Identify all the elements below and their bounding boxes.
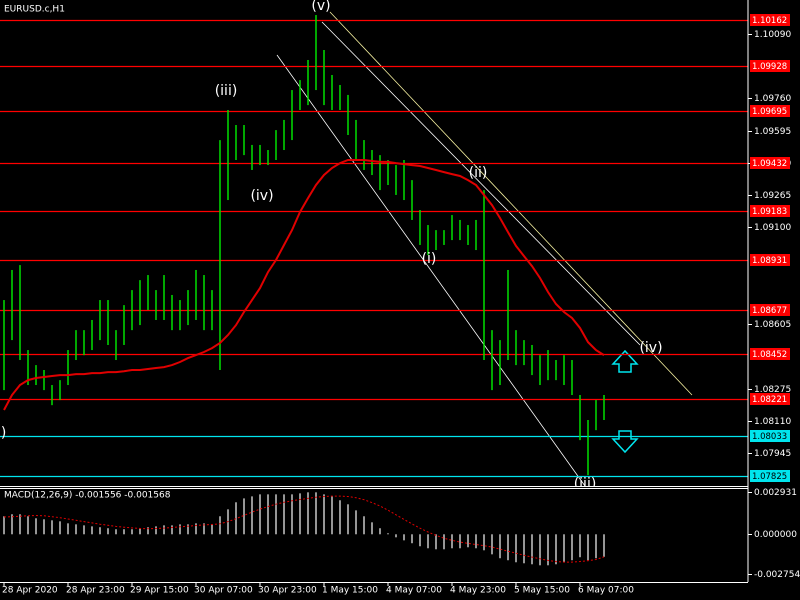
level-label: 1.09432 — [752, 159, 787, 169]
level-label-box — [750, 430, 790, 442]
level-label-box — [750, 470, 790, 482]
x-tick-label: 28 Apr 23:00 — [66, 586, 125, 596]
y-tick-label: 1.08605 — [754, 320, 791, 330]
level-label-box — [750, 157, 790, 169]
wave-label: (i) — [422, 251, 437, 267]
level-label-box — [750, 14, 790, 26]
wave-label: (iv) — [639, 340, 662, 356]
y-tick-label: -0.002754 — [754, 570, 800, 580]
wave-label: (ii) — [469, 165, 488, 181]
x-tick-label: 6 May 07:00 — [578, 586, 634, 596]
x-tick-label: 28 Apr 2020 — [2, 586, 58, 596]
wave-label: (v) — [311, 0, 330, 14]
x-tick-label: 4 May 07:00 — [386, 586, 442, 596]
level-label: 1.09183 — [752, 207, 787, 217]
down-arrow — [611, 430, 639, 454]
level-label: 1.08221 — [752, 395, 787, 405]
y-tick-label: 1.10090 — [754, 30, 791, 40]
chart-title: EURUSD.c,H1 — [4, 5, 65, 15]
y-tick-label: 1.09100 — [754, 223, 791, 233]
x-tick-label: 30 Apr 07:00 — [194, 586, 253, 596]
x-tick-label: 5 May 15:00 — [514, 586, 570, 596]
price-panel — [0, 11, 748, 486]
trend-line — [276, 54, 586, 486]
wave-label: (iii) — [574, 476, 597, 492]
x-tick-label: 29 Apr 15:00 — [130, 586, 189, 596]
y-tick-label: 1.08275 — [754, 385, 791, 395]
y-tick-label: 1.09265 — [754, 191, 791, 201]
level-label: 1.08931 — [752, 256, 787, 266]
trend-line — [321, 21, 641, 346]
y-tick-label: 1.08110 — [754, 417, 791, 427]
up-arrow — [611, 349, 639, 373]
level-label: 1.08677 — [752, 306, 787, 316]
signal-line — [3, 495, 605, 563]
y-tick-label: 1.09595 — [754, 127, 791, 137]
y-tick-label: 0.000000 — [754, 530, 797, 540]
x-tick-label: 30 Apr 23:00 — [258, 586, 317, 596]
level-label: 1.10162 — [752, 16, 787, 26]
wave-label: (iv) — [250, 188, 273, 204]
y-tick-label: 1.07945 — [754, 449, 791, 459]
macd-panel — [3, 492, 605, 566]
wave-label: i) — [0, 425, 6, 441]
level-label-box — [750, 304, 790, 316]
x-tick-label: 1 May 15:00 — [322, 586, 378, 596]
x-tick-label: 4 May 23:00 — [450, 586, 506, 596]
wave-labels: (v) (iii) (iv) (ii) (i) (iv) (iii) i) — [0, 0, 663, 492]
level-label-box — [750, 393, 790, 405]
moving-average — [3, 159, 605, 411]
indicator-title: MACD(12,26,9) -0.001556 -0.001568 — [4, 491, 171, 501]
level-label-box — [750, 105, 790, 117]
level-label: 1.08033 — [752, 432, 787, 442]
level-label-box — [750, 60, 790, 72]
y-tick-label: 0.002931 — [754, 488, 797, 498]
level-label: 1.09695 — [752, 107, 787, 117]
level-label-box — [750, 205, 790, 217]
level-label: 1.09928 — [752, 62, 787, 72]
y-tick-label: 1.09760 — [754, 94, 791, 104]
level-label-box — [750, 348, 790, 360]
level-label-box — [750, 254, 790, 266]
trend-line — [329, 11, 693, 396]
wave-label: (iii) — [215, 83, 238, 99]
level-label: 1.07825 — [752, 472, 787, 482]
level-label: 1.08452 — [752, 350, 787, 360]
